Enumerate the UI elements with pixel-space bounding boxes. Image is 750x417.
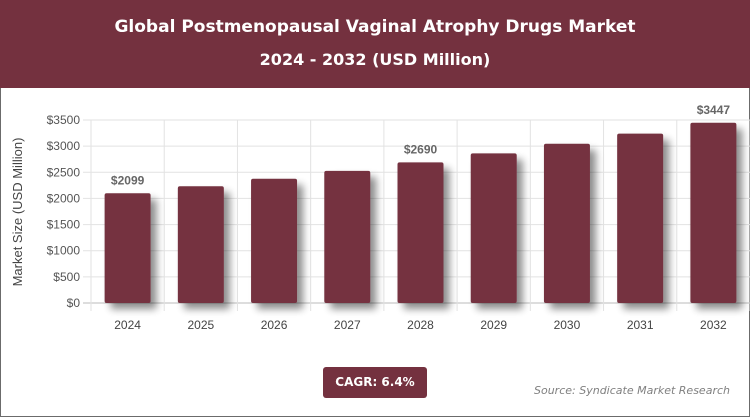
source-note: Source: Syndicate Market Research xyxy=(534,384,730,397)
y-tick-label: $0 xyxy=(67,296,81,310)
bar xyxy=(690,122,737,303)
y-tick-label: $1000 xyxy=(47,244,81,258)
y-tick-label: $1500 xyxy=(47,218,81,232)
x-tick-label: 2030 xyxy=(554,318,581,332)
bar xyxy=(104,193,151,303)
y-axis-label: Market Size (USD Million) xyxy=(10,138,25,287)
bar xyxy=(470,153,517,303)
x-tick-label: 2026 xyxy=(261,318,288,332)
chart-title: Global Postmenopausal Vaginal Atrophy Dr… xyxy=(114,17,636,37)
x-tick-label: 2024 xyxy=(114,318,141,332)
cagr-badge: CAGR: 6.4% xyxy=(323,367,427,398)
bar xyxy=(324,170,371,303)
y-tick-label: $500 xyxy=(53,270,80,284)
data-label: $3447 xyxy=(697,103,731,117)
bar xyxy=(543,143,590,303)
bar xyxy=(251,178,298,303)
x-tick-label: 2025 xyxy=(187,318,214,332)
chart-subtitle: 2024 - 2032 (USD Million) xyxy=(259,50,491,69)
x-tick-label: 2028 xyxy=(407,318,434,332)
bar xyxy=(177,186,224,303)
x-tick-label: 2032 xyxy=(700,318,727,332)
x-tick-label: 2027 xyxy=(334,318,361,332)
x-tick-label: 2029 xyxy=(480,318,507,332)
data-label: $2690 xyxy=(404,142,438,156)
bar xyxy=(397,162,444,303)
data-label: $2099 xyxy=(111,173,145,187)
y-tick-label: $2000 xyxy=(47,191,81,205)
chart-header: Global Postmenopausal Vaginal Atrophy Dr… xyxy=(0,0,750,88)
x-tick-label: 2031 xyxy=(627,318,654,332)
bar xyxy=(617,133,664,303)
y-tick-label: $3000 xyxy=(47,139,81,153)
y-tick-label: $2500 xyxy=(47,165,81,179)
y-tick-label: $3500 xyxy=(47,113,81,127)
